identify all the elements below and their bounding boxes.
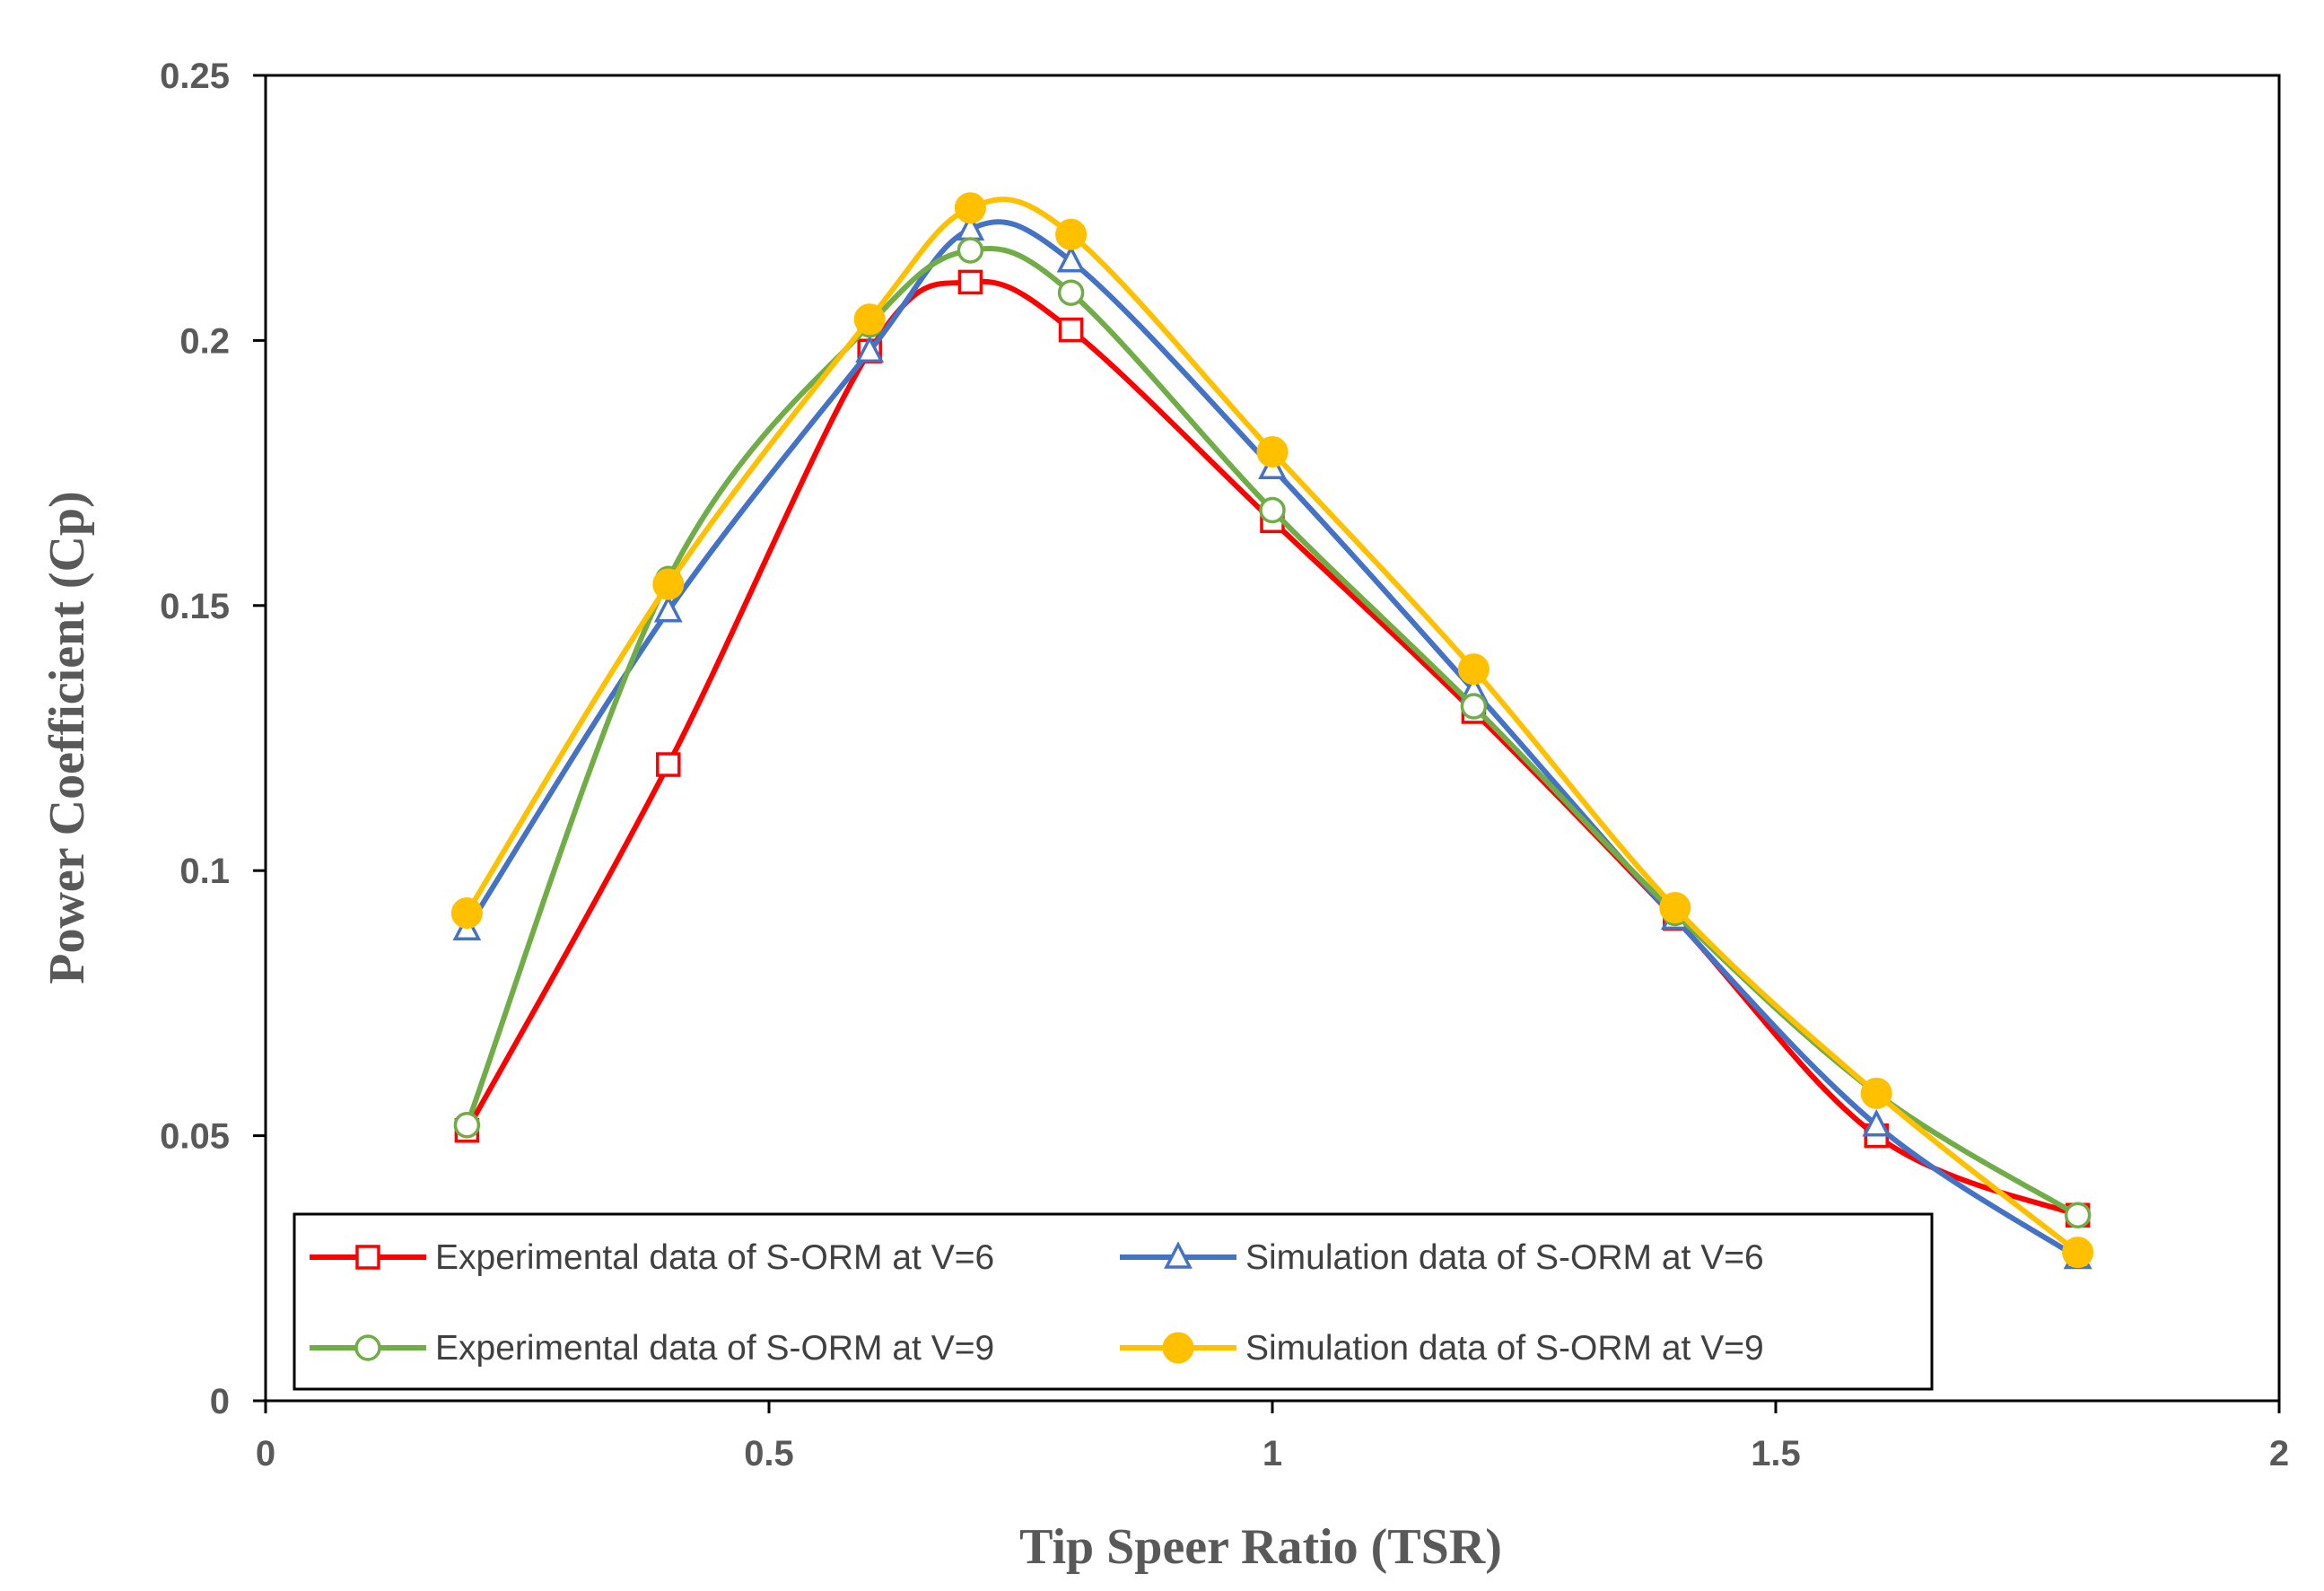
y-tick-label: 0.05	[160, 1117, 230, 1157]
data-point	[957, 237, 984, 264]
data-point	[1256, 435, 1289, 468]
legend-label: Simulation data of S-ORM at V=6	[1245, 1238, 1764, 1277]
data-point	[855, 335, 885, 363]
x-tick-label: 0	[256, 1434, 275, 1473]
data-point	[653, 594, 683, 623]
data-point	[1058, 317, 1084, 343]
data-point	[1457, 653, 1490, 686]
data-point	[1860, 1077, 1892, 1109]
y-tick-label: 0.1	[179, 852, 230, 891]
data-point	[1056, 244, 1086, 273]
legend-marker	[355, 1245, 380, 1270]
data-point	[656, 752, 681, 777]
legend-label: Experimental data of S-ORM at V=9	[435, 1329, 994, 1368]
data-point	[1659, 892, 1691, 924]
series-4	[450, 192, 2094, 1269]
data-point	[954, 192, 986, 224]
x-tick-label: 0.5	[744, 1434, 794, 1473]
data-point	[453, 1112, 481, 1139]
data-point	[853, 303, 886, 336]
series-line	[464, 278, 2081, 1219]
y-tick-label: 0.15	[160, 587, 230, 626]
data-point	[2062, 1237, 2094, 1269]
legend-marker	[1162, 1332, 1194, 1364]
data-point	[1057, 279, 1085, 306]
data-point	[450, 896, 483, 929]
y-tick-label: 0.25	[160, 57, 230, 96]
data-point	[1055, 218, 1088, 250]
x-tick-label: 1.5	[1751, 1434, 1801, 1473]
legend-marker	[1164, 1241, 1193, 1269]
y-tick-label: 0.2	[179, 321, 230, 361]
legend: Experimental data of S-ORM at V=6 Simulat…	[293, 1212, 1934, 1391]
data-point	[1460, 693, 1488, 720]
legend-item: Experimental data of S-ORM at V=9	[310, 1329, 994, 1368]
data-point	[1862, 1108, 1892, 1137]
y-axis-title: Power Coefficient (Cp)	[39, 491, 95, 983]
x-tick-label: 2	[2269, 1434, 2289, 1473]
legend-marker	[354, 1334, 381, 1361]
y-tick-label: 0	[210, 1382, 230, 1421]
x-axis-title: Tip Speer Ratio (TSR)	[1019, 1519, 1502, 1575]
data-point	[957, 269, 983, 295]
axis-layer: 0 0.5 1 1.5 2 0 0.05 0.1 0.15 0.2 0.25	[160, 57, 2289, 1473]
legend-box	[293, 1212, 1934, 1391]
legend-label: Experimental data of S-ORM at V=6	[435, 1238, 994, 1277]
series-line	[464, 219, 2081, 1261]
x-tick-label: 1	[1262, 1434, 1282, 1473]
legend-label: Simulation data of S-ORM at V=9	[1245, 1329, 1764, 1368]
legend-item: Simulation data of S-ORM at V=6	[1120, 1238, 1764, 1277]
data-point	[2064, 1202, 2092, 1228]
data-point	[652, 568, 685, 600]
data-point	[1259, 496, 1286, 524]
series-line	[464, 197, 2081, 1255]
legend-item: Experimental data of S-ORM at V=6	[310, 1238, 994, 1277]
series-layer	[450, 192, 2094, 1270]
legend-item: Simulation data of S-ORM at V=9	[1120, 1329, 1764, 1368]
